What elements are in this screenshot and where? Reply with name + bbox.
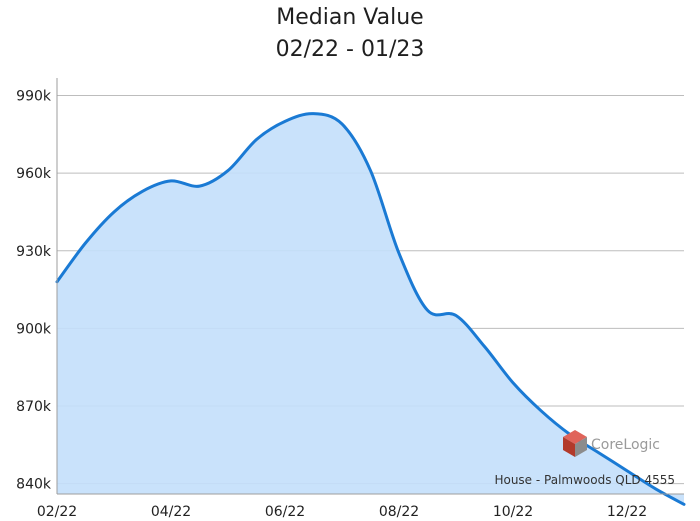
x-tick-label: 08/22 <box>379 504 419 520</box>
x-tick-label: 04/22 <box>151 504 191 520</box>
y-tick-label: 900k <box>16 321 52 337</box>
area-layer <box>55 112 686 506</box>
logo-cube-right <box>575 437 587 457</box>
y-tick-label: 960k <box>16 166 52 182</box>
x-tick-label: 10/22 <box>493 504 533 520</box>
logo-wordmark: CoreLogic <box>591 437 660 453</box>
chart-annotation: House - Palmwoods QLD 4555 <box>494 473 675 487</box>
x-tick-label: 12/22 <box>607 504 647 520</box>
axis-layer <box>56 78 684 495</box>
corelogic-watermark: CoreLogic <box>563 430 660 457</box>
area-fill <box>57 113 684 505</box>
x-tick-labels: 02/22 04/22 06/22 08/22 10/22 12/22 <box>37 504 647 520</box>
x-tick-label: 02/22 <box>37 504 77 520</box>
y-tick-label: 990k <box>16 89 52 105</box>
chart-subtitle: 02/22 - 01/23 <box>275 37 425 62</box>
logo-cube-left <box>563 437 575 457</box>
chart-title: Median Value <box>276 5 424 30</box>
y-tick-label: 870k <box>16 399 52 415</box>
y-tick-labels: 840k 870k 900k 930k 960k 990k <box>16 89 52 493</box>
y-tick-label: 930k <box>16 244 52 260</box>
x-tick-label: 06/22 <box>265 504 305 520</box>
y-tick-label: 840k <box>16 477 52 493</box>
